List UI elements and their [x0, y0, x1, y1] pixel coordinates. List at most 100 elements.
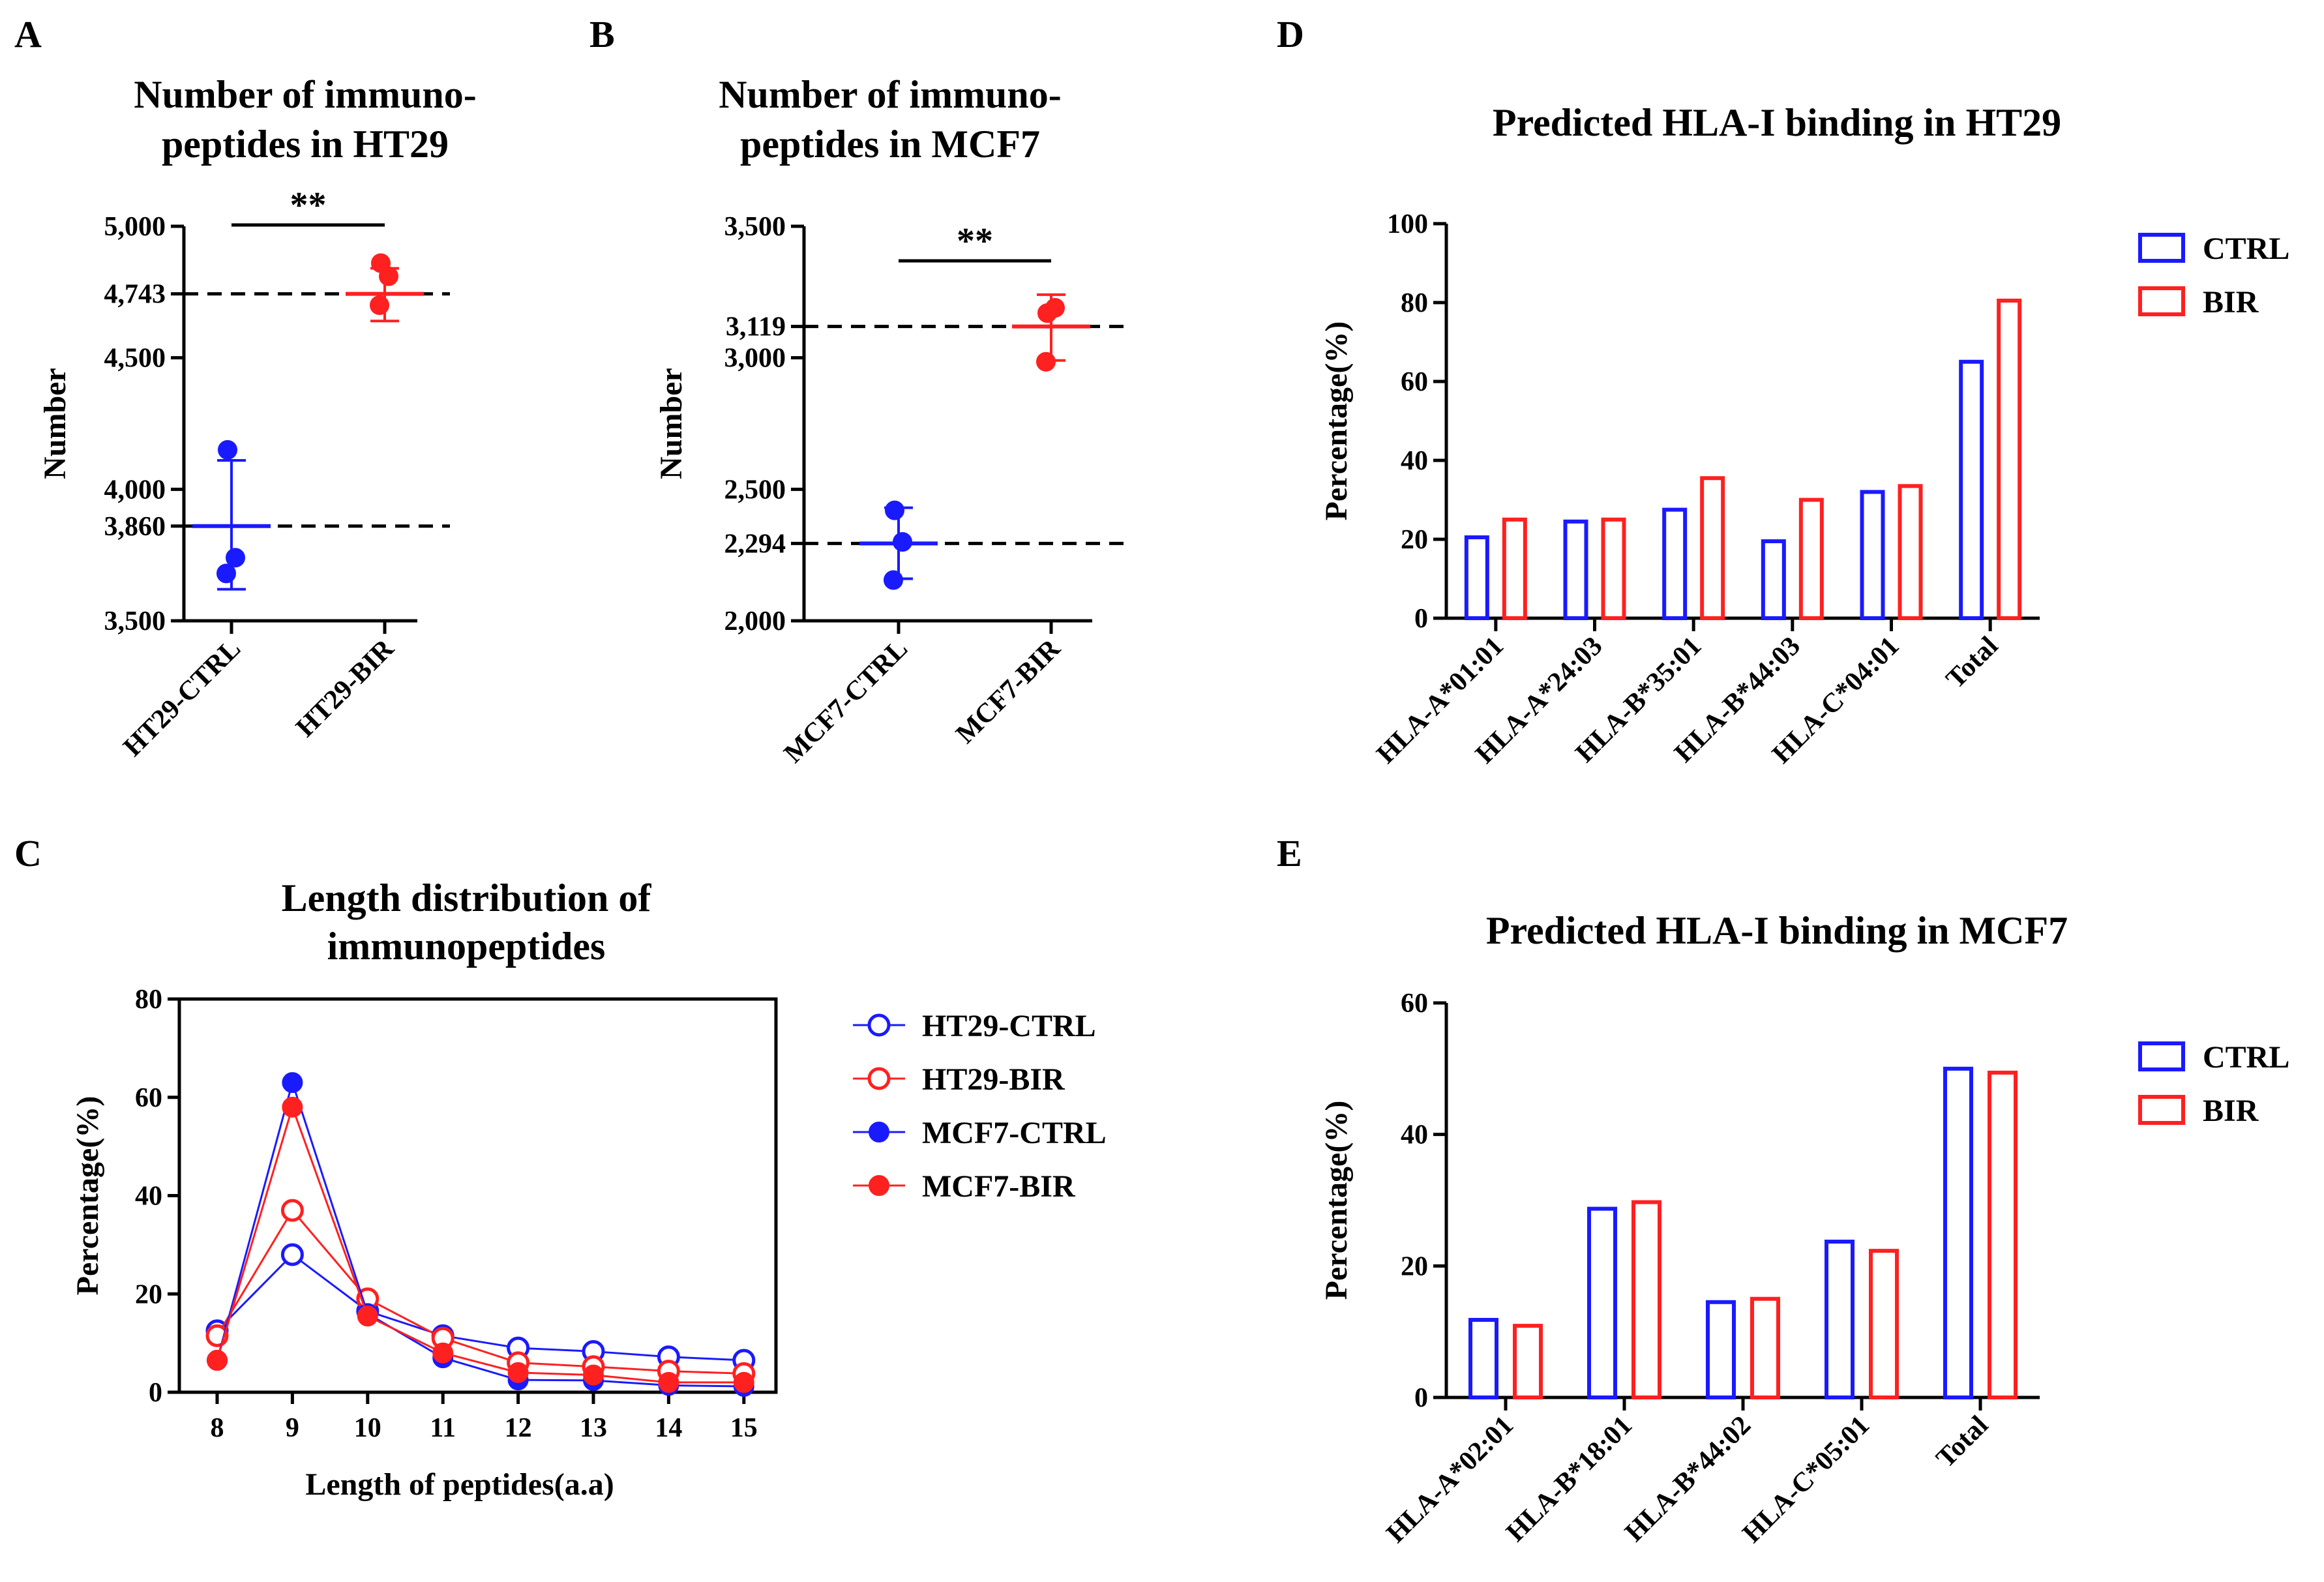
x-tick-label: 10 [354, 1413, 381, 1443]
bar-ctrl [1860, 490, 1885, 621]
y-tick-label: 5,000 [104, 212, 166, 242]
bar-ctrl [1706, 1300, 1736, 1399]
bar-bir [1869, 1249, 1899, 1400]
bar-bir [1601, 517, 1626, 620]
chart-title: immunopeptides [327, 925, 606, 968]
y-axis-label: Percentage(%) [1319, 1101, 1354, 1300]
y-tick-label: 0 [1414, 604, 1428, 634]
x-tick-label: 12 [505, 1413, 532, 1443]
data-point [280, 1199, 304, 1222]
y-tick-label: 0 [1414, 1383, 1428, 1413]
data-point [370, 295, 389, 315]
panel-label: A [14, 13, 42, 55]
legend-label: MCF7-BIR [922, 1169, 1076, 1204]
bar-bir [1631, 1200, 1661, 1400]
y-tick-label: 2,000 [724, 606, 786, 636]
y-axis-label: Percentage(%) [1319, 321, 1354, 521]
bar-ctrl [1587, 1206, 1617, 1399]
series-line [216, 1208, 744, 1375]
data-point [216, 563, 236, 584]
data-point [1036, 351, 1056, 372]
y-tick-label: 3,500 [724, 212, 786, 242]
y-tick-label: 3,500 [104, 606, 166, 636]
legend-swatch [2138, 1041, 2185, 1071]
data-point [357, 1306, 378, 1327]
x-tick-label: 15 [730, 1413, 758, 1443]
y-tick-label: 80 [1401, 288, 1428, 318]
legend-marker [869, 1175, 889, 1196]
data-point [893, 532, 912, 552]
y-tick-label: 20 [1401, 525, 1428, 555]
data-point [885, 500, 904, 520]
chart-title: Predicted HLA-I binding in HT29 [1493, 101, 2061, 144]
legend-label: BIR [2203, 1094, 2259, 1128]
x-tick-label: 9 [286, 1413, 299, 1443]
bar-ctrl [1468, 1318, 1498, 1400]
series-line [216, 1104, 744, 1384]
x-tick-label: 14 [655, 1413, 682, 1443]
x-tick-label: 13 [580, 1413, 607, 1443]
chart-title: Length distribution of [282, 876, 652, 919]
significance-marker: ** [957, 221, 993, 261]
mean-tick-label: 4,743 [104, 280, 166, 310]
bar-ctrl [1563, 519, 1588, 621]
data-point [280, 1243, 304, 1266]
y-tick-label: 20 [135, 1279, 162, 1309]
chart-title: peptides in HT29 [162, 123, 449, 166]
legend-label: BIR [2203, 285, 2259, 320]
legend-marker [867, 1013, 891, 1037]
y-tick-label: 20 [1401, 1251, 1428, 1281]
bar-ctrl [1825, 1240, 1855, 1400]
panel-label: C [14, 832, 42, 874]
y-tick-label: 4,500 [104, 344, 166, 374]
mean-tick-label: 2,294 [724, 529, 786, 559]
bar-bir [1798, 498, 1824, 620]
data-point [733, 1371, 754, 1393]
mean-tick-label: 3,860 [104, 512, 166, 542]
data-point [282, 1096, 303, 1118]
y-tick-label: 3,000 [724, 344, 786, 374]
y-tick-label: 0 [149, 1378, 162, 1408]
chart-title: Number of immuno- [719, 73, 1062, 116]
panel-label: B [589, 13, 615, 55]
y-tick-label: 4,000 [104, 475, 166, 505]
chart-title: Predicted HLA-I binding in MCF7 [1486, 909, 2068, 952]
legend-label: HT29-BIR [922, 1062, 1065, 1097]
y-tick-label: 60 [1401, 367, 1428, 397]
y-axis-label: Percentage(%) [70, 1096, 105, 1296]
series-ht29-ctrl [184, 440, 450, 591]
series-ht29-bir [184, 253, 450, 323]
bar-ctrl [1464, 535, 1489, 620]
significance-marker: ** [290, 185, 327, 226]
data-point [658, 1371, 679, 1393]
x-axis-label: Length of peptides(a.a) [305, 1467, 614, 1502]
y-tick-label: 40 [1401, 446, 1428, 476]
panel-c: C Length distribution of immunopeptides 0 20… [14, 832, 1107, 1502]
data-point [207, 1350, 228, 1371]
data-point [282, 1072, 303, 1094]
series-ht29-bir: HT29-BIR [205, 1062, 1065, 1385]
bar-bir [1898, 484, 1923, 621]
y-tick-label: 80 [135, 985, 162, 1015]
data-point [884, 570, 903, 590]
mean-tick-label: 3,119 [726, 312, 786, 342]
data-point [226, 548, 245, 568]
legend-swatch [2138, 1095, 2185, 1125]
y-axis-label: Number [654, 368, 689, 479]
legend-label: HT29-CTRL [922, 1009, 1096, 1043]
legend-swatch [2138, 286, 2185, 316]
bar-ctrl [1662, 507, 1688, 620]
series-mcf7-ctrl [804, 500, 1125, 590]
bar-ctrl [1959, 359, 1984, 620]
bar-bir [1988, 1070, 2018, 1399]
chart-title: Number of immuno- [134, 73, 477, 116]
legend-marker [867, 1067, 891, 1090]
bar-bir [1502, 517, 1527, 620]
y-tick-label: 100 [1387, 209, 1428, 239]
y-tick-label: 2,500 [724, 475, 786, 505]
series-mcf7-bir: MCF7-BIR [207, 1096, 1076, 1393]
bar-bir [1700, 476, 1725, 620]
y-tick-label: 60 [135, 1083, 162, 1113]
legend-label: MCF7-CTRL [922, 1116, 1107, 1150]
